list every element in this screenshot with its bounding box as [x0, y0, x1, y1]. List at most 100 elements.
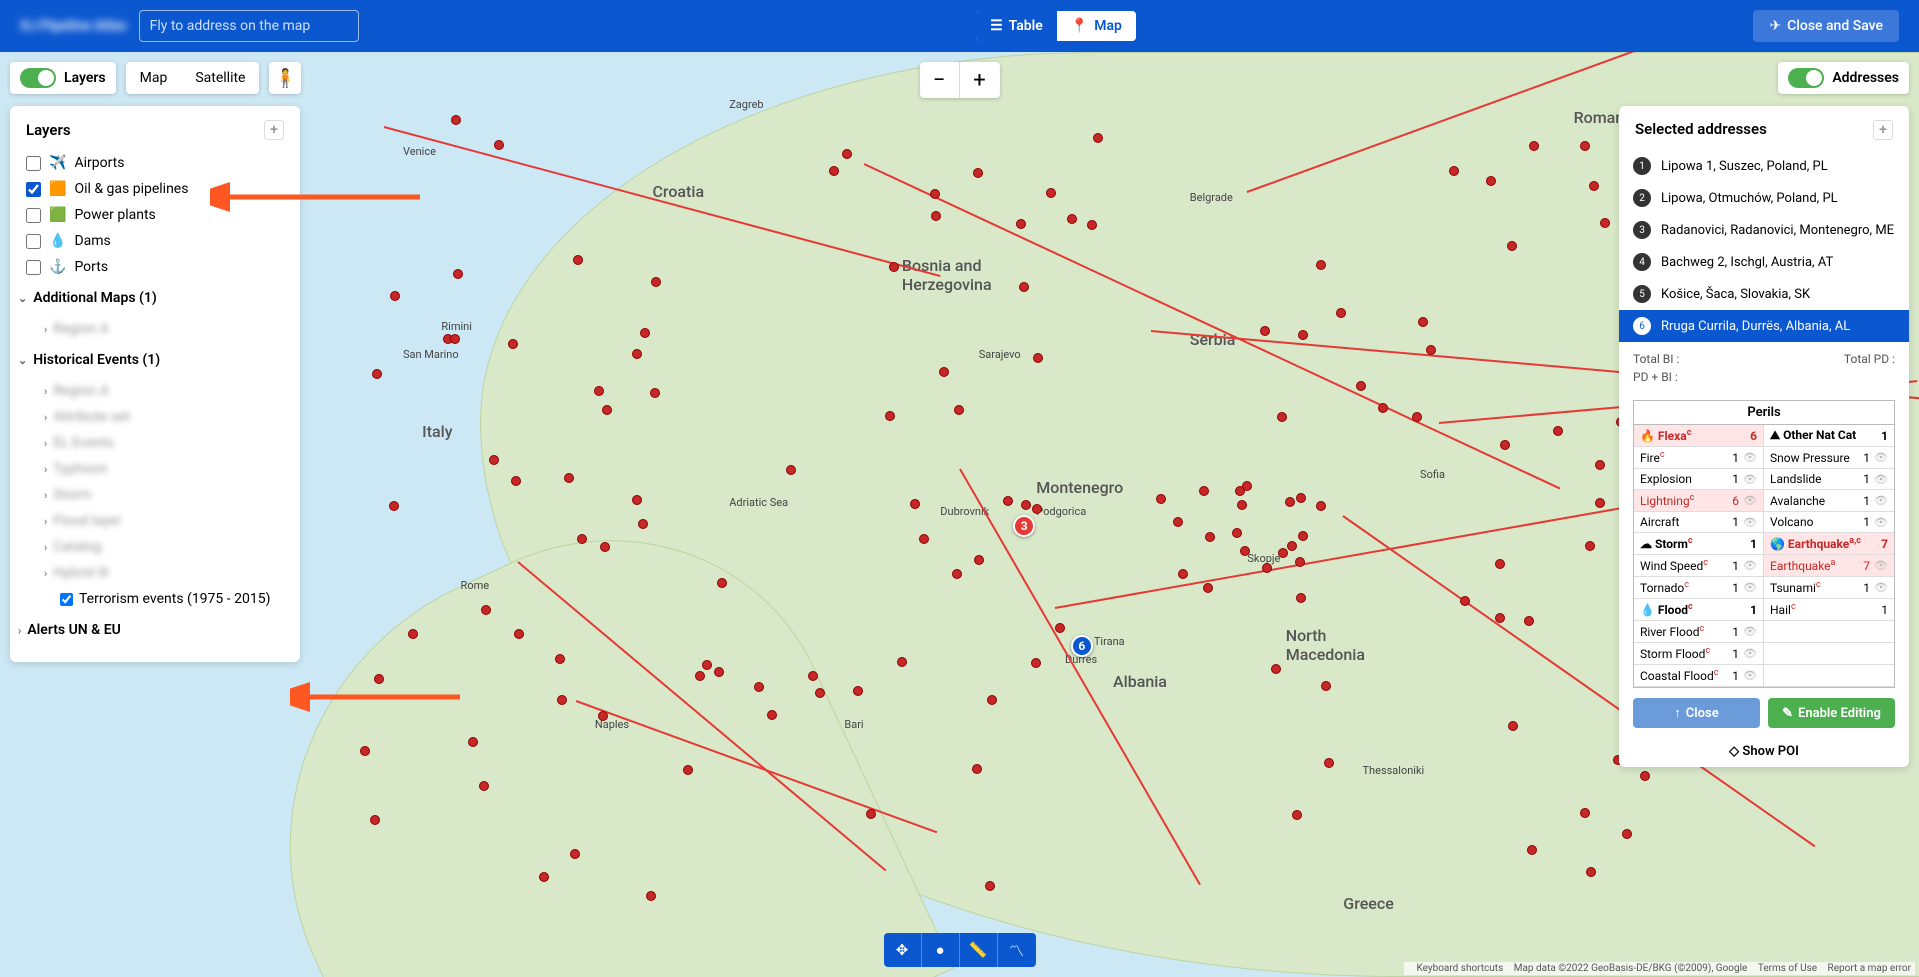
event-dot[interactable]: [1460, 596, 1470, 606]
event-dot[interactable]: [1449, 166, 1459, 176]
event-dot[interactable]: [1412, 412, 1422, 422]
layer-row-dams[interactable]: 💧 Dams: [10, 228, 300, 254]
historical-sub-row[interactable]: ›EL Events: [10, 430, 300, 456]
eye-icon[interactable]: 👁: [1743, 559, 1757, 572]
eye-icon[interactable]: 👁: [1874, 451, 1888, 464]
event-dot[interactable]: [1595, 498, 1605, 508]
event-dot[interactable]: [481, 605, 491, 615]
event-dot[interactable]: [910, 499, 920, 509]
event-dot[interactable]: [1486, 176, 1496, 186]
add-layer-icon[interactable]: +: [264, 120, 284, 140]
address-row-4[interactable]: 4Bachweg 2, Ischgl, Austria, AT: [1619, 246, 1909, 278]
event-dot[interactable]: [640, 328, 650, 338]
eye-icon[interactable]: 👁: [1743, 473, 1757, 486]
eye-icon[interactable]: 👁: [1874, 581, 1888, 594]
layer-row-airports[interactable]: ✈️ Airports: [10, 150, 300, 176]
historical-sub-row[interactable]: ›Region A: [10, 378, 300, 404]
terrorism-checkbox[interactable]: [60, 593, 73, 606]
event-dot[interactable]: [1585, 541, 1595, 551]
eye-icon[interactable]: 👁: [1743, 669, 1757, 682]
historical-sub-row[interactable]: ›Catalog: [10, 534, 300, 560]
layers-toggle-card[interactable]: Layers: [10, 62, 116, 94]
chart-tool-button[interactable]: 〽: [998, 933, 1036, 967]
eye-icon[interactable]: 👁: [1743, 494, 1757, 507]
map-marker-6[interactable]: 6: [1071, 635, 1093, 657]
eye-icon[interactable]: 👁: [1874, 559, 1888, 572]
layer-checkbox[interactable]: [26, 234, 41, 249]
map-marker-3[interactable]: 3: [1013, 515, 1035, 537]
event-dot[interactable]: [453, 269, 463, 279]
event-dot[interactable]: [1336, 308, 1346, 318]
layer-checkbox[interactable]: [26, 156, 41, 171]
event-dot[interactable]: [594, 386, 604, 396]
event-dot[interactable]: [1205, 532, 1215, 542]
event-dot[interactable]: [1589, 181, 1599, 191]
event-dot[interactable]: [1500, 440, 1510, 450]
eye-icon[interactable]: 👁: [1743, 625, 1757, 638]
alerts-header[interactable]: ›Alerts UN & EU: [10, 612, 300, 648]
event-dot[interactable]: [489, 455, 499, 465]
address-row-2[interactable]: 2Lipowa, Otmuchów, Poland, PL: [1619, 182, 1909, 214]
event-dot[interactable]: [1553, 426, 1563, 436]
event-dot[interactable]: [632, 349, 642, 359]
additional-maps-header[interactable]: ⌄Additional Maps (1): [10, 280, 300, 316]
historical-sub-row[interactable]: ›Flood layer: [10, 508, 300, 534]
event-dot[interactable]: [767, 710, 777, 720]
event-dot[interactable]: [1586, 867, 1596, 877]
event-dot[interactable]: [514, 629, 524, 639]
event-dot[interactable]: [1495, 559, 1505, 569]
event-dot[interactable]: [573, 255, 583, 265]
eye-icon[interactable]: 👁: [1874, 473, 1888, 486]
eye-icon[interactable]: 👁: [1743, 516, 1757, 529]
event-dot[interactable]: [1087, 220, 1097, 230]
terrorism-events-row[interactable]: Terrorism events (1975 - 2015): [10, 586, 300, 612]
event-dot[interactable]: [1203, 583, 1213, 593]
event-dot[interactable]: [1055, 623, 1065, 633]
event-dot[interactable]: [866, 809, 876, 819]
event-dot[interactable]: [717, 578, 727, 588]
fly-to-address-input[interactable]: [139, 10, 359, 42]
ruler-tool-button[interactable]: 📏: [960, 933, 998, 967]
event-dot[interactable]: [683, 765, 693, 775]
show-poi-button[interactable]: ◇ Show POI: [1619, 736, 1909, 767]
event-dot[interactable]: [1640, 771, 1650, 781]
layer-row-oil-gas-pipelines[interactable]: 🟧 Oil & gas pipelines: [10, 176, 300, 202]
event-dot[interactable]: [1321, 681, 1331, 691]
eye-icon[interactable]: 👁: [1743, 581, 1757, 594]
historical-events-header[interactable]: ⌄Historical Events (1): [10, 342, 300, 378]
map-type-map-button[interactable]: Map: [126, 62, 182, 94]
event-dot[interactable]: [954, 405, 964, 415]
event-dot[interactable]: [1595, 460, 1605, 470]
event-dot[interactable]: [1580, 141, 1590, 151]
event-dot[interactable]: [1296, 493, 1306, 503]
layer-row-ports[interactable]: ⚓ Ports: [10, 254, 300, 280]
event-dot[interactable]: [1287, 541, 1297, 551]
event-dot[interactable]: [1260, 326, 1270, 336]
layer-checkbox[interactable]: [26, 260, 41, 275]
event-dot[interactable]: [1237, 500, 1247, 510]
event-dot[interactable]: [370, 815, 380, 825]
event-dot[interactable]: [930, 189, 940, 199]
event-dot[interactable]: [1298, 330, 1308, 340]
event-dot[interactable]: [829, 166, 839, 176]
pan-tool-button[interactable]: ✥: [884, 933, 922, 967]
event-dot[interactable]: [1527, 845, 1537, 855]
zoom-in-button[interactable]: +: [960, 62, 1000, 98]
event-dot[interactable]: [450, 334, 460, 344]
event-dot[interactable]: [494, 140, 504, 150]
event-dot[interactable]: [695, 671, 705, 681]
event-dot[interactable]: [1242, 481, 1252, 491]
address-row-3[interactable]: 3Radanovici, Radanovici, Montenegro, ME: [1619, 214, 1909, 246]
event-dot[interactable]: [1019, 282, 1029, 292]
event-dot[interactable]: [987, 695, 997, 705]
event-dot[interactable]: [985, 881, 995, 891]
table-view-button[interactable]: ☰ Table: [976, 11, 1057, 41]
event-dot[interactable]: [1240, 546, 1250, 556]
event-dot[interactable]: [374, 674, 384, 684]
addresses-toggle-switch[interactable]: [1788, 68, 1824, 88]
event-dot[interactable]: [1262, 563, 1272, 573]
map-type-satellite-button[interactable]: Satellite: [181, 62, 259, 94]
marker-tool-button[interactable]: ●: [922, 933, 960, 967]
panel-close-button[interactable]: ↑ Close: [1633, 698, 1760, 728]
event-dot[interactable]: [1316, 260, 1326, 270]
